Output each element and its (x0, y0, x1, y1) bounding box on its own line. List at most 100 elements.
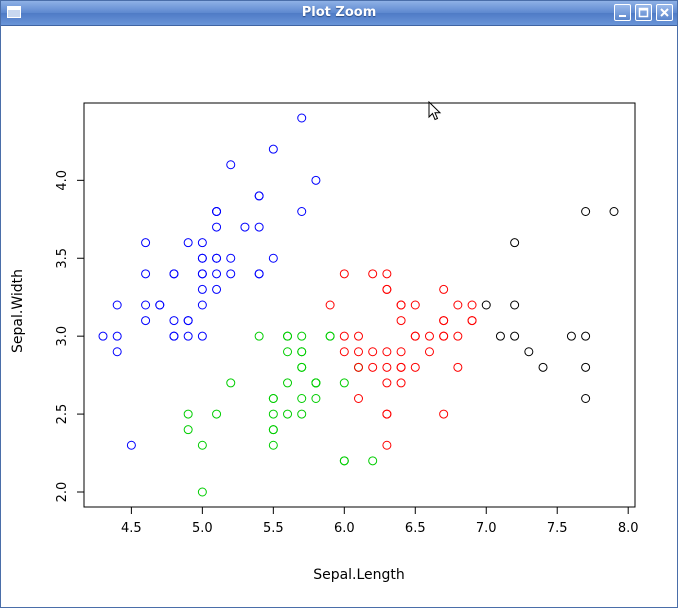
data-point (609, 207, 619, 216)
data-point (453, 362, 463, 372)
data-point (197, 300, 207, 310)
data-point (297, 331, 307, 341)
y-axis-label: Sepal.Width (10, 269, 26, 353)
window-menu-icon[interactable] (7, 6, 21, 18)
data-point (382, 284, 392, 294)
data-point (396, 316, 406, 326)
data-point (197, 253, 207, 263)
close-icon (660, 8, 669, 17)
data-point (410, 300, 420, 310)
data-point (439, 331, 449, 341)
data-point (453, 331, 463, 341)
data-point (339, 347, 349, 357)
x-tick-label: 8.0 (618, 521, 639, 536)
data-point (354, 347, 363, 357)
data-point (311, 378, 321, 388)
data-point (226, 253, 236, 263)
x-tick-label: 4.5 (121, 521, 142, 536)
data-point (439, 409, 449, 419)
data-point (297, 347, 307, 357)
data-point (183, 331, 193, 341)
data-point (254, 222, 264, 232)
data-point (311, 175, 321, 185)
data-point (226, 378, 236, 388)
data-point (183, 316, 193, 326)
y-tick-label: 2.5 (55, 404, 70, 425)
data-point (268, 394, 278, 403)
scatter-chart: 4.5 5.0 5.5 6.0 6.5 7.0 7.5 8.0 2.0 2.5 3.0 3.5 4.0… (10, 102, 639, 583)
data-point (297, 409, 307, 419)
data-point (112, 347, 122, 357)
data-point (354, 362, 363, 372)
data-point (297, 394, 307, 403)
data-point (98, 331, 108, 341)
data-point (268, 440, 278, 450)
data-point (283, 378, 293, 388)
data-point (112, 331, 122, 341)
data-point (439, 284, 449, 294)
data-point (382, 347, 392, 357)
data-point (311, 394, 321, 403)
data-point (368, 362, 378, 372)
data-point (197, 238, 207, 248)
data-point (339, 269, 349, 279)
x-tick-label: 5.5 (263, 521, 284, 536)
y-tick-label: 3.0 (55, 326, 70, 347)
title-bar[interactable]: Plot Zoom (1, 1, 677, 26)
data-point (510, 331, 520, 341)
data-point (169, 316, 179, 326)
data-point (183, 409, 193, 419)
data-point (183, 425, 193, 435)
x-tick-label: 7.0 (476, 521, 497, 536)
maximize-button[interactable] (635, 4, 652, 21)
data-point (141, 300, 151, 310)
data-point (183, 238, 193, 248)
data-point (268, 409, 278, 419)
data-point (254, 191, 264, 201)
mouse-cursor-icon (428, 101, 442, 121)
data-point (396, 347, 406, 357)
close-button[interactable] (656, 4, 673, 21)
data-point (424, 331, 434, 341)
data-point (325, 300, 335, 310)
data-point (254, 331, 264, 341)
data-point (141, 316, 151, 326)
data-point (481, 300, 491, 310)
data-point (453, 300, 463, 310)
data-point (169, 269, 179, 279)
data-point (368, 269, 378, 279)
data-point (212, 269, 222, 279)
data-point (382, 409, 392, 419)
data-point (368, 347, 378, 357)
data-point (212, 207, 222, 216)
data-point (197, 331, 207, 341)
data-point (368, 456, 378, 466)
y-tick-label: 4.0 (55, 170, 70, 191)
data-point (382, 362, 392, 372)
data-points (98, 113, 619, 497)
data-point (538, 362, 548, 372)
data-point (410, 331, 420, 341)
data-point (268, 425, 278, 435)
maximize-icon (638, 7, 649, 18)
minimize-button[interactable] (614, 4, 631, 21)
data-point (197, 269, 207, 279)
x-tick-label: 6.0 (334, 521, 355, 536)
data-point (197, 284, 207, 294)
minimize-icon (619, 15, 626, 17)
data-point (524, 347, 534, 357)
data-point (212, 284, 222, 294)
data-point (254, 269, 264, 279)
data-point (382, 440, 392, 450)
data-point (467, 316, 477, 326)
x-axis: 4.5 5.0 5.5 6.0 6.5 7.0 7.5 8.0 (121, 506, 639, 536)
data-point (424, 347, 434, 357)
data-point (339, 456, 349, 466)
data-point (439, 316, 449, 326)
data-point (510, 238, 520, 248)
data-point (382, 378, 392, 388)
data-point (155, 300, 165, 310)
data-point (382, 269, 392, 279)
data-point (212, 222, 222, 232)
